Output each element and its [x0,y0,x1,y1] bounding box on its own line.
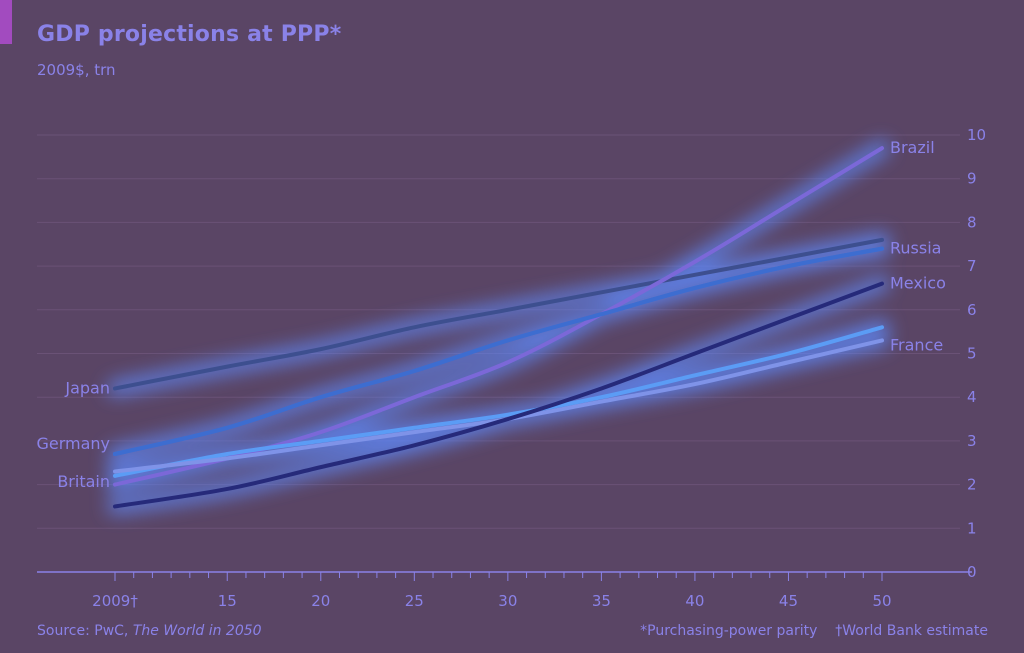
y-tick-label: 6 [967,301,977,319]
x-tick-label: 50 [872,592,891,610]
x-tick-label: 2009† [92,592,138,610]
footnotes: *Purchasing-power parity †World Bank est… [640,623,988,639]
y-tick-label: 7 [967,257,977,275]
series-label-japan: Japan [64,378,110,397]
x-tick-label: 30 [498,592,517,610]
series-line-mexico [113,281,884,509]
series-label-russia: Russia [890,239,941,258]
y-tick-label: 3 [967,432,977,450]
series-line-russia [113,246,884,457]
x-tick-label: 25 [405,592,424,610]
chart-title: GDP projections at PPP* [37,22,342,47]
source-prefix: Source: PwC, [37,623,133,639]
x-tick-label: 35 [592,592,611,610]
y-tick-label: 8 [967,213,977,231]
series-label-brazil: Brazil [890,138,935,157]
y-tick-label: 0 [967,563,977,581]
series-label-france: France [890,335,943,354]
source-title: The World in 2050 [132,623,262,639]
y-tick-label: 5 [967,345,977,363]
y-tick-label: 2 [967,476,977,494]
y-tick-label: 4 [967,388,977,406]
x-tick-label: 15 [218,592,237,610]
series-label-britain: Britain [57,472,110,491]
source-note: Source: PwC, The World in 2050 [37,623,262,639]
y-tick-label: 9 [967,170,977,188]
series-line-britain [113,325,884,478]
accent-bar [0,0,12,44]
y-tick-label: 1 [967,519,977,537]
x-tick-label: 20 [311,592,330,610]
y-tick-label: 10 [967,126,986,144]
chart-subtitle: 2009$, trn [37,61,116,79]
series-label-mexico: Mexico [890,274,946,293]
x-tick-label: 45 [779,592,798,610]
series-line-japan [113,237,884,391]
x-tick-label: 40 [685,592,704,610]
series-label-germany: Germany [36,434,110,453]
